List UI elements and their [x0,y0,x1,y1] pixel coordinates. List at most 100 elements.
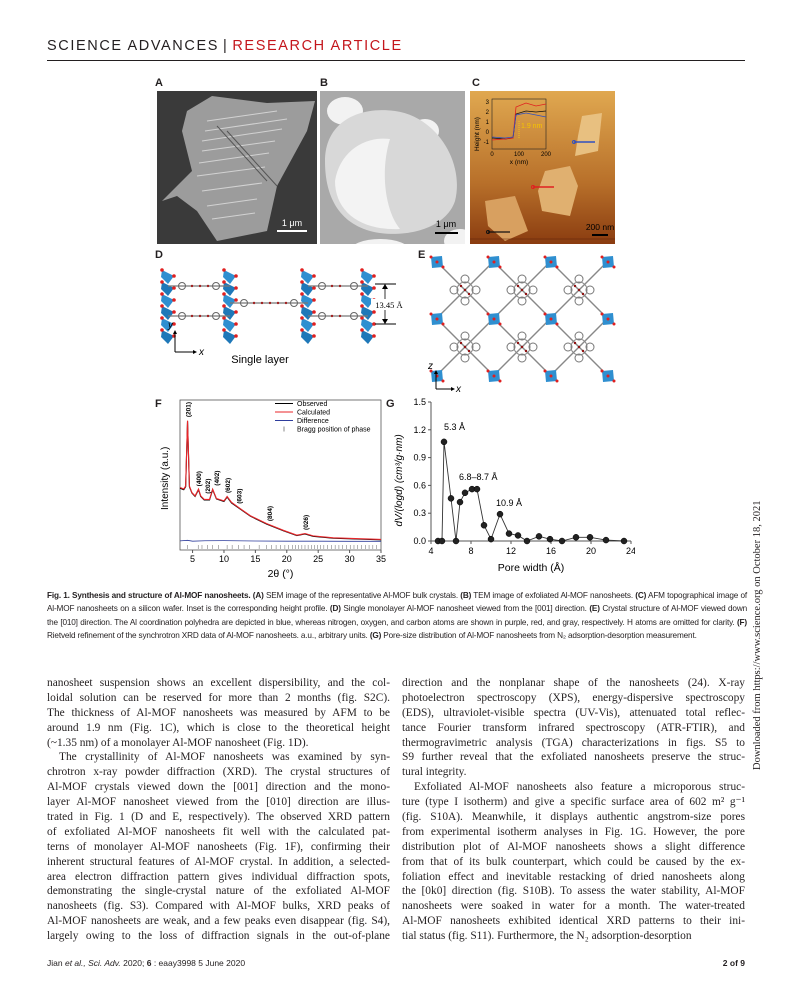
oxygen-atom [360,328,364,332]
oxygen-atom [160,328,164,332]
x-tick-label: 5 [190,554,195,564]
body-text-line: Al-MOF nanosheets are weak, and a few pe… [47,915,390,928]
al-polyhedron [161,330,174,344]
oxygen-atom [300,316,304,320]
body-text-line: around 1.9 nm (Fig. 1C), which is close … [47,721,390,734]
porphyrin-core [570,338,588,356]
caption-segment: SEM image of the representative Al-MOF b… [263,591,461,600]
body-text-line: trated in Fig. 1 (D and E, respectively)… [47,811,390,824]
body-text-line: S9 further reveal that the exfoliated na… [402,751,745,764]
linker-bond [521,318,551,348]
oxygen-atom [372,322,376,326]
peak-annotation: 10.9 Å [496,498,522,508]
data-point [523,537,531,545]
oxygen-atom [312,310,316,314]
caption-segment: Rietveld refinement of the synchrotron X… [47,631,370,641]
oxygen-atom [549,317,553,321]
porphyrin-ring [471,342,481,352]
atom [330,284,334,288]
porphyrin-ring [506,285,516,295]
oxygen-atom [172,286,176,290]
data-point [602,536,610,544]
page-number: 2 of 9 [722,958,745,968]
oxygen-atom [172,310,176,314]
atom [524,349,528,353]
x-tick-label: 30 [345,554,355,564]
linker-bond [464,261,494,291]
oxygen-atom [606,260,610,264]
oxygen-atom [486,312,490,316]
citation-authors: Jian [47,958,65,968]
body-text-line: from experimental isotherm analyses in F… [402,825,745,838]
porphyrin-ring [449,342,459,352]
atom [524,292,528,296]
porphyrin-ring [528,285,538,295]
panel-label-c: C [472,77,480,89]
oxygen-atom [555,265,559,269]
data-point [480,521,488,529]
porphyrin-ring [563,342,573,352]
atom [206,314,210,318]
oxygen-atom [234,274,238,278]
citation-etal: et al. [64,958,84,968]
header-rule [47,60,745,61]
oxygen-atom [435,260,439,264]
phenyl-ring [318,312,326,320]
peak-label: (026) [303,515,310,530]
porphyrin-ring [460,296,470,306]
peak-label: (400) [196,471,203,486]
atom [573,341,577,345]
body-text-line: chrotron x-ray powder diffraction (XRD).… [47,766,390,779]
porphyrin-ring [460,353,470,363]
atom [252,301,256,305]
body-column-left: nanosheet suspension shows an excellent … [47,676,390,944]
body-text-line: loidal solution can be reserved for more… [47,691,390,704]
data-point [586,534,594,541]
oxygen-atom [606,374,610,378]
oxygen-atom [612,379,616,383]
inset-ytick: 1 [486,120,490,126]
oxygen-atom [600,312,604,316]
oxygen-atom [234,298,238,302]
oxygen-atom [492,374,496,378]
caption-bold-segment: (D) [329,604,341,614]
series-calculated [179,420,382,540]
oxygen-atom [360,316,364,320]
data-point [546,535,554,543]
x-tick-label: 8 [468,546,473,556]
oxygen-atom [498,265,502,269]
panel-label-g: G [386,398,395,410]
oxygen-atom [222,304,226,308]
porphyrin-core [513,338,531,356]
pore-size-chart: 0.0 0.3 0.6 0.9 1.2 1.5 4 8 12 16 20 24 5.3 Å 6.8–8.7… [394,397,635,574]
body-text-line: tial status (fig. S11). Furthermore, the… [402,930,692,943]
atom [467,349,471,353]
oxygen-atom [222,280,226,284]
caption-bold-segment: (G) [369,631,382,641]
atom [516,284,520,288]
oxygen-atom [492,260,496,264]
oxygen-atom [234,310,238,314]
oxygen-atom [498,379,502,383]
oxygen-atom [360,304,364,308]
linker-bond [464,318,494,348]
atom [338,314,342,318]
atom [520,288,524,292]
oxygen-atom [300,292,304,296]
oxygen-atom [600,255,604,259]
peak-label: (201) [186,402,193,417]
atom [190,314,194,318]
data-point [440,438,448,446]
body-text-line: nanosheet suspension shows an excellent … [47,677,390,689]
al-polyhedron [361,306,374,320]
peak-label: (603) [236,489,243,504]
atom [206,284,210,288]
oxygen-atom [160,304,164,308]
phenyl-ring [318,282,326,290]
oxygen-atom [612,265,616,269]
layer-thickness-label: 13.45 Å [375,300,403,310]
y-tick-label: 0.0 [413,536,426,546]
oxygen-atom [312,334,316,338]
oxygen-atom [172,298,176,302]
footer-citation: Jian et al., Sci. Adv. 2020; 6 : eaay399… [47,958,245,968]
